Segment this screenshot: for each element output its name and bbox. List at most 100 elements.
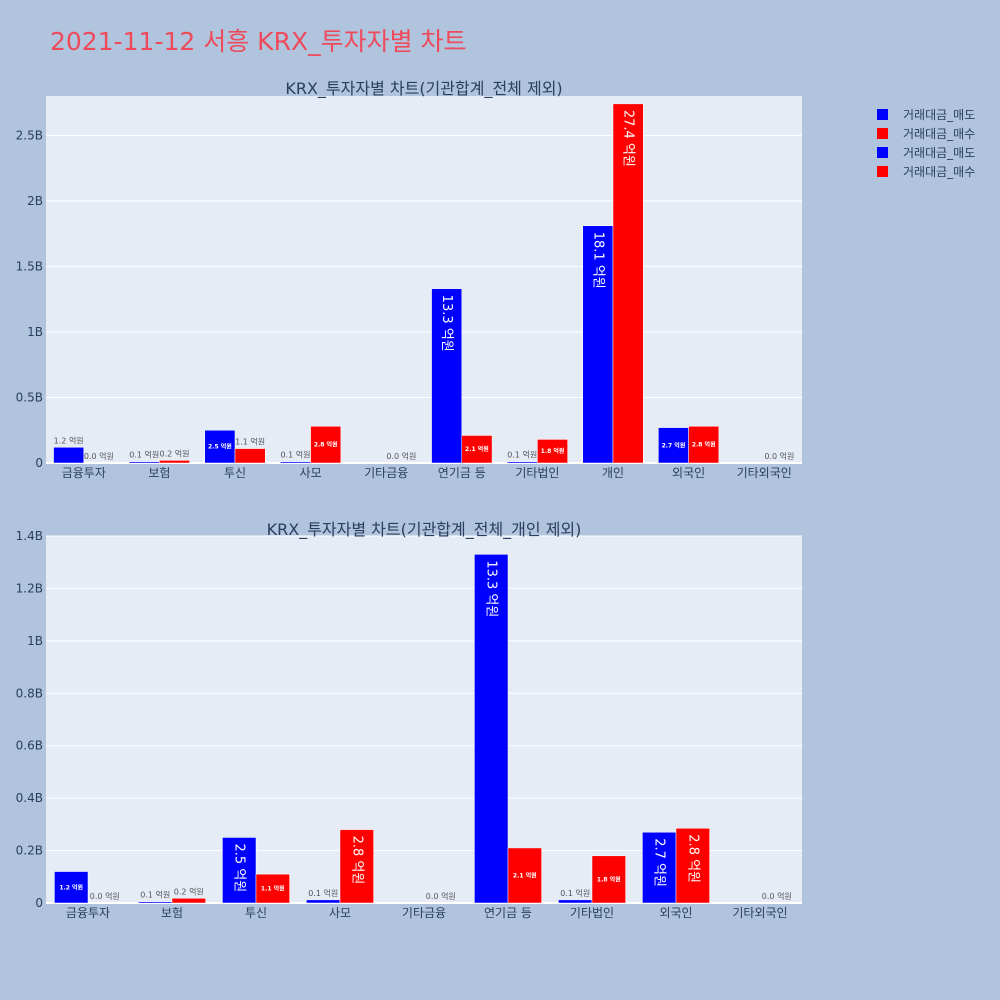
bar-label: 2.8 억원	[314, 441, 338, 449]
x-tick-label: 연기금 등	[438, 466, 486, 480]
bar-label: 0.0 억원	[764, 451, 794, 461]
bar-label: 0.0 억원	[426, 891, 456, 901]
x-tick-label: 사모	[300, 466, 322, 480]
bar-sell	[582, 225, 614, 464]
x-tick-label: 외국인	[672, 466, 705, 480]
y-tick-label: 0	[35, 456, 43, 470]
y-tick-label: 0.5B	[16, 390, 43, 404]
x-tick-label: 금융투자	[66, 906, 110, 920]
x-tick-label: 보험	[148, 466, 170, 480]
bar-sell	[138, 901, 173, 904]
bar-label: 1.8 억원	[541, 447, 565, 455]
bar-sell	[128, 461, 160, 464]
bar-label: 0.0 억원	[762, 891, 792, 901]
bar-label: 0.1 억원	[560, 888, 590, 898]
bar-label: 1.2 억원	[59, 883, 83, 891]
bar-label: 2.1 억원	[513, 871, 537, 879]
x-tick-label: 투신	[224, 466, 246, 480]
chart-title: KRX_투자자별 차트(기관합계_전체 제외)	[285, 79, 562, 99]
bar-buy	[234, 448, 266, 464]
bar-sell	[306, 899, 341, 904]
bar-label: 2.5 억원	[232, 843, 247, 892]
bar-label: 2.7 억원	[652, 838, 667, 887]
chart-title: KRX_투자자별 차트(기관합계_전체_개인 제외)	[267, 520, 582, 540]
x-tick-label: 보험	[161, 906, 183, 920]
x-tick-label: 금융투자	[62, 466, 106, 480]
bar-buy	[675, 828, 710, 904]
page-title: 2021-11-12 서흥 KRX_투자자별 차트	[50, 27, 467, 56]
legend-swatch	[877, 128, 888, 139]
bar-sell	[204, 429, 236, 464]
bar-sell	[222, 837, 257, 904]
y-tick-label: 1.4B	[16, 529, 43, 543]
bar-label: 1.1 억원	[235, 437, 265, 447]
bar-buy	[255, 873, 290, 904]
bar-label: 13.3 억원	[439, 295, 454, 352]
bar-sell	[280, 461, 311, 464]
bar-sell	[53, 447, 85, 464]
bar-sell	[658, 427, 689, 464]
bar-sell	[474, 554, 509, 904]
bar-label: 27.4 억원	[621, 110, 636, 167]
y-tick-label: 0.8B	[16, 686, 43, 700]
legend-swatch	[877, 109, 888, 120]
x-tick-label: 기타법인	[570, 906, 614, 920]
y-tick-label: 2B	[27, 194, 43, 208]
bar-sell	[431, 288, 463, 464]
bar-buy	[591, 855, 626, 904]
legend-label: 거래대금_매수	[903, 127, 975, 141]
y-tick-label: 1B	[27, 634, 43, 648]
chart-2: 0 0.2B 0.4B 0.6B 0.8B 1B 1.2B 1.4B KRX_투자자별 차트(기…	[16, 520, 802, 920]
y-tick-label: 1B	[27, 325, 43, 339]
bar-sell	[642, 831, 677, 904]
x-tick-label: 사모	[329, 906, 351, 920]
y-tick-label: 0.2B	[16, 844, 43, 858]
bar-label: 0.1 억원	[140, 890, 170, 900]
bar-label: 1.1 억원	[261, 885, 285, 893]
bar-sell	[54, 871, 89, 904]
y-tick-label: 1.5B	[16, 259, 43, 273]
bar-label: 2.7 억원	[662, 441, 686, 449]
bar-label: 0.1 억원	[308, 888, 338, 898]
bar-label: 0.0 억원	[84, 451, 114, 461]
bar-buy	[159, 460, 190, 464]
bar-label: 2.8 억원	[692, 441, 716, 449]
y-tick-label: 1.2B	[16, 581, 43, 595]
bar-label: 0.2 억원	[174, 886, 204, 896]
legend-label: 거래대금_매수	[903, 165, 975, 179]
y-tick-label: 0.4B	[16, 791, 43, 805]
bar-sell	[506, 461, 538, 464]
bar-label: 0.1 억원	[129, 450, 159, 460]
bar-label: 13.3 억원	[484, 560, 499, 617]
bar-buy	[171, 898, 206, 904]
bar-label: 1.2 억원	[54, 435, 84, 445]
bar-label: 2.5 억원	[208, 443, 232, 451]
legend-label: 거래대금_매도	[903, 146, 975, 160]
bar-buy	[537, 439, 568, 464]
bar-label: 0.1 억원	[507, 450, 537, 460]
bar-sell	[558, 899, 593, 904]
legend-swatch	[877, 166, 888, 177]
bar-label: 0.0 억원	[90, 891, 120, 901]
bar-buy	[612, 103, 644, 464]
x-tick-label: 외국인	[659, 906, 692, 920]
y-tick-label: 0	[35, 896, 43, 910]
bar-label: 2.1 억원	[465, 445, 489, 453]
bar-buy	[339, 829, 374, 904]
x-tick-label: 기타금융	[402, 906, 446, 920]
y-tick-label: 2.5B	[16, 128, 43, 142]
bar-label: 0.0 억원	[386, 451, 416, 461]
chart-1: 0 0.5B 1B 1.5B 2B 2.5B KRX_투자자별 차트(기관합계_전체 제외)…	[16, 79, 802, 480]
x-tick-label: 기타외국인	[732, 906, 787, 920]
bar-label: 2.8 억원	[685, 834, 700, 883]
x-tick-label: 기타법인	[515, 466, 559, 480]
bar-label: 0.2 억원	[160, 448, 190, 458]
x-tick-label: 기타금융	[364, 466, 408, 480]
bar-buy	[310, 426, 342, 464]
x-tick-label: 연기금 등	[484, 906, 532, 920]
x-tick-label: 투신	[245, 906, 267, 920]
plot-area	[46, 96, 802, 463]
bar-label: 2.8 억원	[349, 836, 364, 885]
